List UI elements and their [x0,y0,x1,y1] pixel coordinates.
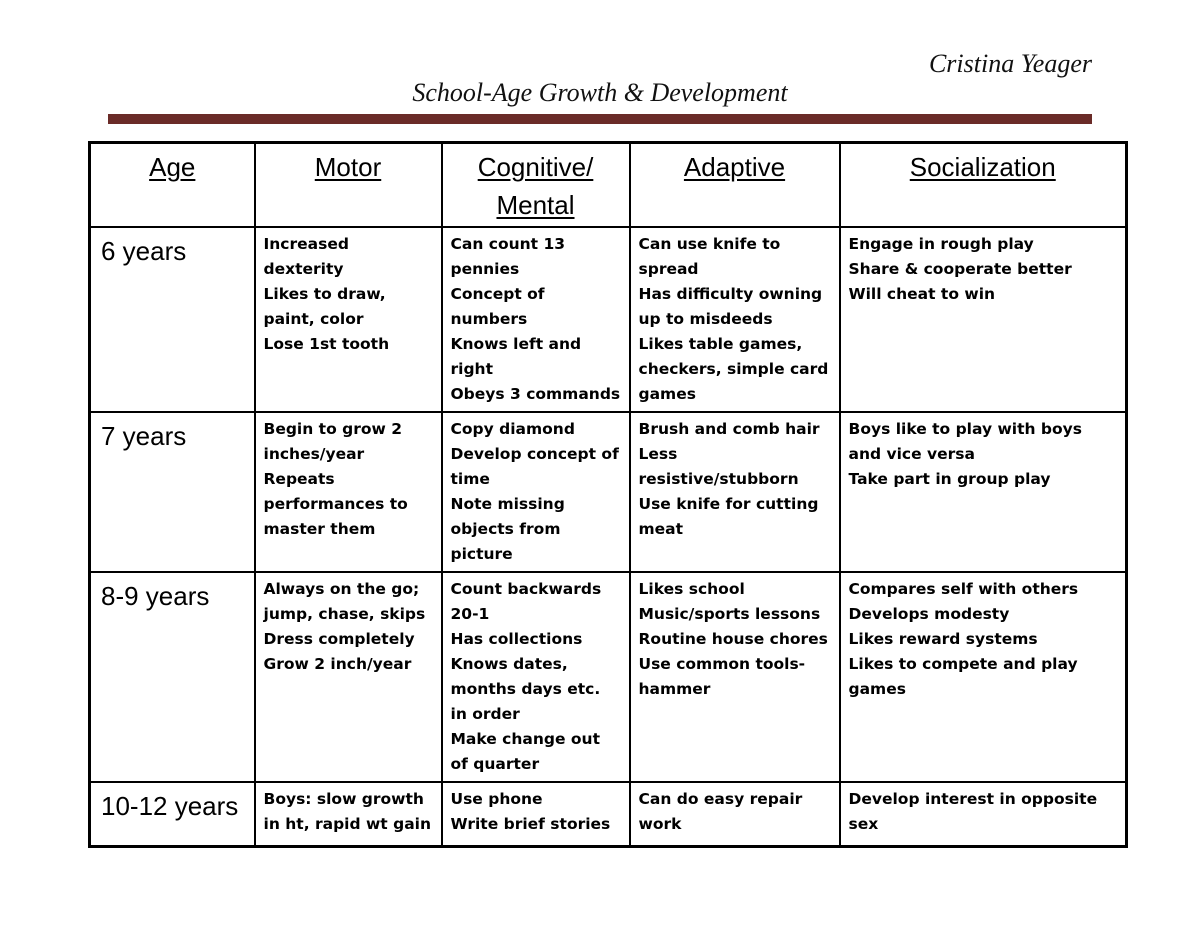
cell-motor: Always on the go; jump, chase, skips Dres… [253,571,443,783]
cell-line: Develops modesty [848,605,1010,623]
cell-line: Always on the go; jump, chase, skips [263,580,426,623]
table-row: 7 years Begin to grow 2 inches/year Repeat… [88,411,1128,573]
cell-socialization: Compares self with others Develops modest… [838,571,1128,783]
cell-cognitive-mental: Copy diamond Develop concept of time Note … [440,411,631,573]
cell-line: Use phone [450,790,543,808]
cell-motor: Increased dexterity Likes to draw, paint,… [253,226,443,413]
cell-line: Brush and comb hair [638,420,820,438]
cell-line: Lose 1st tooth [263,335,390,353]
cell-line: Share & cooperate better [848,260,1072,278]
cell-line: Develop interest in opposite sex [848,790,1098,833]
cell-line: Repeats performances to master them [263,470,408,538]
cell-line: Likes school [638,580,745,598]
cell-line: Routine house chores [638,630,828,648]
column-header-age: Age [88,141,256,228]
cell-line: Make change out of quarter [450,730,601,773]
cell-adaptive: Can use knife to spread Has difficulty ow… [628,226,841,413]
cell-line: Has collections [450,630,583,648]
growth-development-table: Age Motor Cognitive/ Mental Adaptive Soc… [88,141,1128,848]
cell-line: Knows dates, months days etc. in order [450,655,601,723]
cell-line: Copy diamond [450,420,575,438]
cell-line: Begin to grow 2 inches/year [263,420,403,463]
cell-line: Music/sports lessons [638,605,821,623]
table-row: 8-9 years Always on the go; jump, chase, … [88,571,1128,783]
column-header-motor: Motor [253,141,443,228]
age-label: 10-12 years [88,781,256,847]
cell-line: Can count 13 pennies [450,235,566,278]
age-label: 6 years [88,226,256,413]
cell-line: Write brief stories [450,815,611,833]
cell-line: Less resistive/stubborn [638,445,799,488]
cell-line: Boys: slow growth in ht, rapid wt gain [263,790,432,833]
cell-line: Develop concept of time [450,445,619,488]
cell-line: Obeys 3 commands [450,385,621,403]
cell-line: Likes table games, checkers, simple card… [638,335,829,403]
cell-line: Note missing objects from picture [450,495,565,563]
cell-line: Take part in group play [848,470,1051,488]
table-row: 6 years Increased dexterity Likes to draw,… [88,226,1128,413]
column-header-adaptive: Adaptive [628,141,841,228]
cell-adaptive: Likes school Music/sports lessons Routine … [628,571,841,783]
cell-line: Knows left and right [450,335,582,378]
table-row: 10-12 years Boys: slow growth in ht, rapi… [88,781,1128,847]
cell-line: Use common tools- hammer [638,655,806,698]
cell-line: Concept of numbers [450,285,545,328]
cell-line: Will cheat to win [848,285,996,303]
cell-line: Likes reward systems [848,630,1038,648]
cell-line: Has difficulty owning up to misdeeds [638,285,823,328]
column-header-cognitive-mental: Cognitive/ Mental [440,141,631,228]
table-body: 6 years Increased dexterity Likes to draw,… [88,226,1128,847]
cell-line: Likes to draw, paint, color [263,285,386,328]
cell-socialization: Engage in rough play Share & cooperate be… [838,226,1128,413]
cell-socialization: Boys like to play with boys and vice ver… [838,411,1128,573]
cell-socialization: Develop interest in opposite sex [838,781,1128,847]
cell-line: Use knife for cutting meat [638,495,819,538]
cell-cognitive-mental: Count backwards 20-1 Has collections Knows… [440,571,631,783]
cell-motor: Boys: slow growth in ht, rapid wt gain [253,781,443,847]
cell-line: Engage in rough play [848,235,1034,253]
cell-adaptive: Can do easy repair work [628,781,841,847]
column-header-socialization: Socialization [838,141,1128,228]
age-label: 7 years [88,411,256,573]
cell-line: Increased dexterity [263,235,349,278]
cell-cognitive-mental: Can count 13 pennies Concept of numbers Kn… [440,226,631,413]
table-header-row: Age Motor Cognitive/ Mental Adaptive Soc… [88,141,1128,228]
cell-line: Can do easy repair work [638,790,803,833]
cell-line: Count backwards 20-1 [450,580,602,623]
document-header: Cristina Yeager School-Age Growth & Deve… [0,0,1200,124]
cell-motor: Begin to grow 2 inches/year Repeats perfo… [253,411,443,573]
title-rule-divider [108,114,1092,124]
cell-line: Grow 2 inch/year [263,655,412,673]
cell-line: Dress completely [263,630,415,648]
cell-line: Can use knife to spread [638,235,781,278]
cell-line: Likes to compete and play games [848,655,1078,698]
author-name: Cristina Yeager [928,49,1092,78]
age-label: 8-9 years [88,571,256,783]
cell-line: Compares self with others [848,580,1079,598]
cell-line: Boys like to play with boys and vice ver… [848,420,1083,463]
cell-adaptive: Brush and comb hair Less resistive/stubbo… [628,411,841,573]
cell-cognitive-mental: Use phone Write brief stories [440,781,631,847]
page-title: School-Age Growth & Development [412,78,788,107]
